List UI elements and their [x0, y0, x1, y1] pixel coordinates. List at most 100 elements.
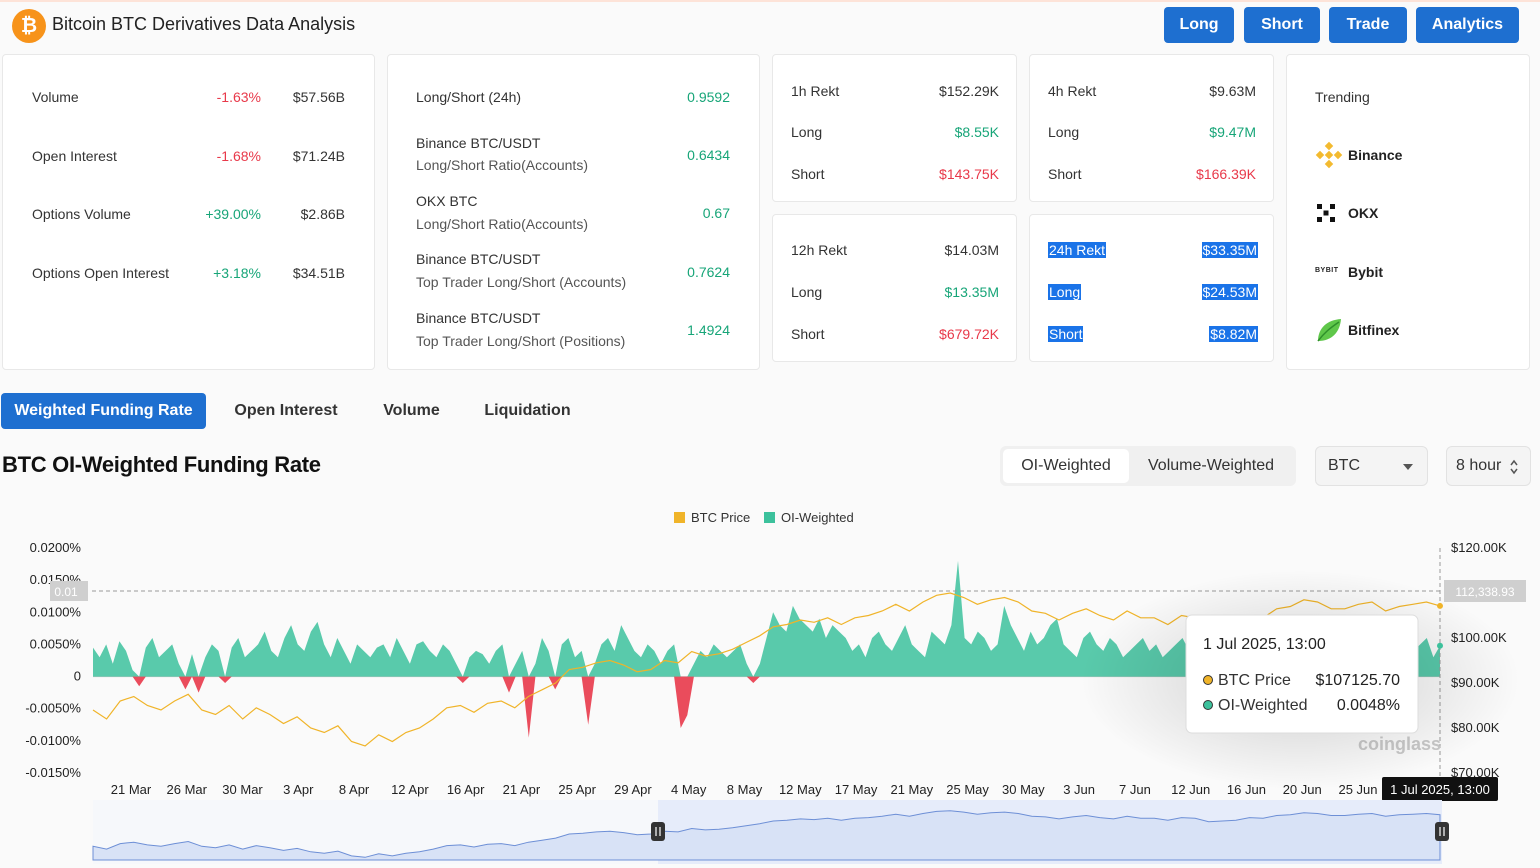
rekt-long-label: Long	[791, 284, 823, 300]
rekt-1h-card: 1h Rekt $152.29K Long $8.55K Short $143.…	[772, 54, 1017, 202]
rekt-short-value: $166.39K	[1196, 166, 1256, 182]
tab-liquidation[interactable]: Liquidation	[469, 393, 586, 429]
rekt-short-label: Short	[1048, 326, 1084, 342]
trending-card: Trending Binance OKX BYBIT Bybit	[1286, 54, 1530, 370]
x-tick-label: 4 May	[671, 782, 707, 797]
crosshair-left-label: 0.01	[54, 585, 78, 599]
crosshair-right-label-bg	[1444, 580, 1526, 602]
bybit-icon: BYBIT	[1315, 267, 1339, 274]
tab-weighted-funding-rate[interactable]: Weighted Funding Rate	[1, 393, 206, 429]
rekt-long-value: $9.47M	[1209, 124, 1256, 140]
x-tick-label: 21 Apr	[503, 782, 541, 797]
tooltip-rate-label: OI-Weighted	[1218, 697, 1308, 714]
rekt-long-value: $8.55K	[954, 124, 999, 140]
trending-item-okx[interactable]: OKX	[1315, 199, 1515, 227]
ratio-label: OKX BTC	[416, 193, 478, 209]
tooltip-price-label: BTC Price	[1218, 672, 1291, 689]
trending-item-label: Binance	[1348, 147, 1403, 163]
chevron-down-icon	[1403, 464, 1413, 470]
market-overview-card: Volume -1.63% $57.56B Open Interest -1.6…	[2, 54, 375, 370]
coin-select-value: BTC	[1328, 457, 1360, 474]
rate-point-marker	[1437, 642, 1443, 649]
weighting-toggle: OI-Weighted Volume-Weighted	[1000, 446, 1296, 486]
rekt-total: $14.03M	[944, 242, 999, 258]
chart-title: BTC OI-Weighted Funding Rate	[2, 452, 321, 477]
rekt-title: 24h Rekt	[1048, 242, 1107, 258]
x-tick-label: 29 Apr	[614, 782, 652, 797]
trending-item-label: OKX	[1348, 205, 1379, 221]
y-left-tick-label: 0.0050%	[30, 636, 82, 651]
rekt-title: 1h Rekt	[791, 83, 840, 99]
tooltip-rate-value: 0.0048%	[1337, 697, 1400, 714]
market-value: $57.56B	[292, 89, 345, 105]
crosshair-x-label: 1 Jul 2025, 13:00	[1390, 782, 1490, 797]
y-left-tick-label: 0.0100%	[30, 604, 82, 619]
ratio-sublabel: Long/Short Ratio(Accounts)	[416, 216, 588, 232]
tooltip-price-dot	[1203, 675, 1213, 685]
nav-short-button[interactable]: Short	[1244, 7, 1320, 43]
rekt-short-label: Short	[1048, 166, 1082, 182]
x-tick-label: 3 Apr	[283, 782, 314, 797]
x-tick-label: 8 May	[727, 782, 763, 797]
rekt-total: $152.29K	[939, 83, 999, 99]
crosshair-x-label-bg	[1382, 777, 1498, 801]
page-title: Bitcoin BTC Derivatives Data Analysis	[52, 14, 356, 34]
funding-rate-chart[interactable]: BTC Price OI-Weighted 0.0200%0.0150%0.01…	[0, 500, 1540, 868]
nav-analytics-button[interactable]: Analytics	[1416, 7, 1519, 43]
market-value: $2.86B	[300, 206, 345, 222]
x-tick-label: 25 Apr	[558, 782, 596, 797]
tab-volume[interactable]: Volume	[367, 393, 456, 429]
bitcoin-logo-icon: ₿	[12, 9, 46, 43]
x-tick-label: 7 Jun	[1119, 782, 1151, 797]
x-tick-label: 16 Apr	[447, 782, 485, 797]
rekt-4h-card: 4h Rekt $9.63M Long $9.47M Short $166.39…	[1029, 54, 1274, 202]
market-label: Open Interest	[32, 148, 117, 164]
tab-open-interest[interactable]: Open Interest	[218, 393, 354, 429]
tooltip-rate-dot	[1203, 700, 1213, 710]
rekt-title: 12h Rekt	[791, 242, 848, 258]
ratio-value: 1.4924	[687, 322, 730, 338]
tooltip-date: 1 Jul 2025, 13:00	[1203, 636, 1326, 653]
market-change: +39.00%	[205, 206, 261, 222]
y-right-tick-label: $120.00K	[1451, 540, 1507, 555]
nav-long-button[interactable]: Long	[1164, 7, 1234, 43]
range-handle-right[interactable]	[1435, 822, 1449, 841]
page-header: ₿ Bitcoin BTC Derivatives Data Analysis …	[0, 4, 1540, 46]
rekt-long-value: $13.35M	[944, 284, 999, 300]
legend-oi-swatch	[764, 512, 775, 523]
trending-item-label: Bitfinex	[1348, 322, 1400, 338]
trending-item-bitfinex[interactable]: Bitfinex	[1315, 315, 1515, 345]
oi-weighted-option[interactable]: OI-Weighted	[1003, 449, 1129, 483]
volume-weighted-option[interactable]: Volume-Weighted	[1148, 457, 1274, 474]
ratio-sublabel: Top Trader Long/Short (Accounts)	[416, 274, 627, 290]
legend-price-label[interactable]: BTC Price	[691, 510, 750, 525]
rekt-long-label: Long	[1048, 124, 1080, 140]
y-left-tick-label: -0.0050%	[25, 701, 81, 716]
ratio-label: Binance BTC/USDT	[416, 135, 541, 151]
ratio-value: 0.67	[702, 205, 730, 221]
coin-select[interactable]: BTC	[1315, 446, 1428, 486]
trending-item-label: Bybit	[1348, 264, 1383, 280]
market-value: $71.24B	[292, 148, 345, 164]
market-value: $34.51B	[292, 265, 345, 281]
ratio-value: 0.9592	[687, 89, 730, 105]
rekt-short-label: Short	[791, 166, 825, 182]
x-tick-label: 26 Mar	[167, 782, 208, 797]
rekt-total: $9.63M	[1209, 83, 1256, 99]
legend-oi-label[interactable]: OI-Weighted	[781, 510, 854, 525]
rekt-short-label: Short	[791, 326, 825, 342]
nav-trade-button[interactable]: Trade	[1329, 7, 1407, 43]
trending-item-bybit[interactable]: BYBIT Bybit	[1315, 258, 1515, 286]
market-change: -1.63%	[216, 89, 261, 105]
price-point-marker	[1437, 602, 1443, 609]
trending-item-binance[interactable]: Binance	[1315, 141, 1515, 169]
interval-select[interactable]: 8 hour	[1446, 446, 1531, 486]
tooltip	[1185, 614, 1419, 734]
okx-icon	[1317, 204, 1335, 222]
rekt-24h-card: 24h Rekt $33.35M Long $24.53M Short $8.8…	[1029, 214, 1274, 362]
range-handle-left[interactable]	[651, 822, 665, 841]
market-label: Options Volume	[32, 206, 131, 222]
x-tick-label: 21 May	[890, 782, 933, 797]
binance-icon	[1315, 141, 1343, 169]
interval-select-value: 8 hour	[1456, 457, 1502, 474]
